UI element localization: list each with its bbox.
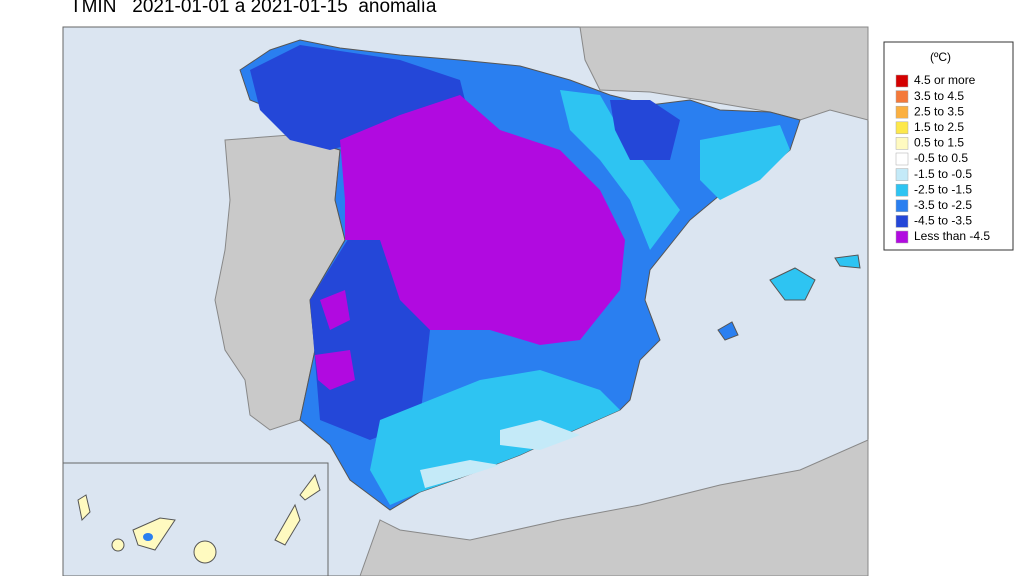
legend-swatch [895,121,909,135]
island [143,533,153,541]
legend-label: -0.5 to 0.5 [914,151,968,165]
legend-items: 4.5 or more 3.5 to 4.52.5 to 3.5 1.5 to 2.… [895,73,990,244]
legend-label: -2.5 to -1.5 [914,182,972,196]
legend-swatch [895,215,909,228]
legend-label: -3.5 to -2.5 [914,198,972,212]
island [274,503,301,546]
legend-swatch [895,137,909,150]
island [769,267,816,301]
legend-label: 4.5 or more [914,73,976,87]
spain-region [420,460,500,488]
legend-swatch [895,168,909,181]
island [77,494,91,522]
legend-label: 0.5 to 1.5 [914,136,964,150]
legend-label: Less than -4.5 [914,229,990,243]
spain-region [560,90,680,250]
legend-label: 2.5 to 3.5 [914,104,964,118]
island [111,538,125,552]
legend-swatch [895,199,909,213]
spain-region [700,125,790,200]
spain-region [610,100,680,160]
island [132,517,176,551]
africa [359,439,869,576]
map-title: TMIN 2021-01-01 a 2021-01-15 anomalía [70,0,437,17]
spain-region [340,95,625,345]
legend-swatch [895,74,909,88]
island [193,540,217,564]
legend-swatch [895,183,909,197]
legend-label: -4.5 to -3.5 [914,214,972,228]
legend-label: 3.5 to 4.5 [914,89,964,103]
legend-title: (ºC) [930,50,951,64]
spain-region [315,350,355,390]
legend-swatch [895,105,909,119]
island [717,321,739,341]
legend-swatch [895,230,909,244]
island [834,254,861,269]
spain-region [500,420,580,450]
legend-label: -1.5 to -0.5 [914,167,972,181]
legend-swatch [895,152,909,166]
island [299,473,321,501]
legend-label: 1.5 to 2.5 [914,120,964,134]
legend-swatch [895,90,909,103]
spain-region [320,290,350,330]
